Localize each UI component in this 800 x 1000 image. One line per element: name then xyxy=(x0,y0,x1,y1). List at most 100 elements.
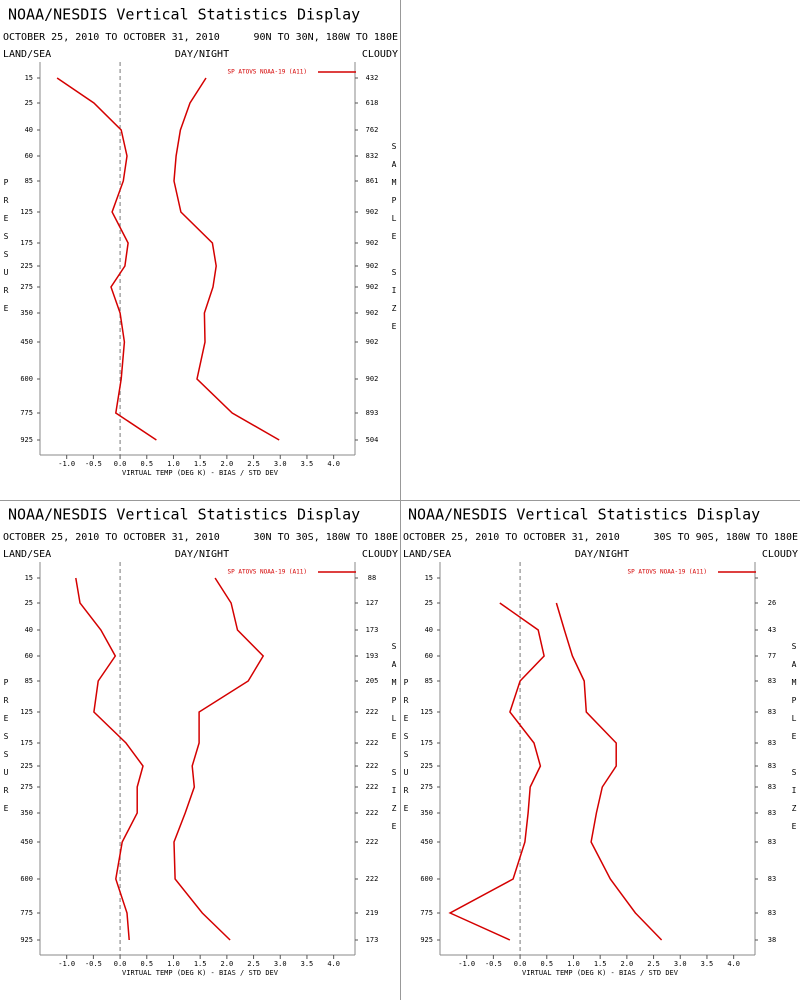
x-tick-label: 2.5 xyxy=(247,960,260,968)
y-tick-label: 25 xyxy=(25,99,33,107)
y-tick-label: 125 xyxy=(420,708,433,716)
y-tick-label: 775 xyxy=(420,909,433,917)
legend-label: SP ATOVS NOAA-19 (A11) xyxy=(628,569,707,576)
sample-size: 83 xyxy=(768,739,776,747)
sample-size: 193 xyxy=(366,652,379,660)
x-tick-label: 3.0 xyxy=(274,460,287,468)
y-tick-label: 85 xyxy=(25,677,33,685)
y-axis-label: PRESSURE xyxy=(402,678,411,822)
y-tick-label: 275 xyxy=(20,783,33,791)
y-tick-label: 175 xyxy=(20,239,33,247)
profile-line xyxy=(555,602,663,941)
y-tick-label: 15 xyxy=(425,574,433,582)
sample-size: 38 xyxy=(768,936,776,944)
y-tick-label: 175 xyxy=(20,739,33,747)
sample-size: 902 xyxy=(366,208,379,216)
y2-axis-label: SAMPLE SIZE xyxy=(390,642,399,840)
sample-size: 205 xyxy=(366,677,379,685)
y-tick-label: 60 xyxy=(25,652,33,660)
x-tick-label: -0.5 xyxy=(485,960,502,968)
sample-size: 902 xyxy=(366,338,379,346)
x-tick-label: 2.0 xyxy=(221,960,234,968)
x-tick-label: -1.0 xyxy=(458,960,475,968)
land-sea: LAND/SEA xyxy=(3,549,51,560)
date-range: OCTOBER 25, 2010 TO OCTOBER 31, 2010 xyxy=(3,532,220,543)
profile-line xyxy=(173,77,280,441)
x-tick-label: 0.5 xyxy=(540,960,553,968)
sample-size: 173 xyxy=(366,626,379,634)
sample-size: 902 xyxy=(366,375,379,383)
cloudy: CLOUDY xyxy=(762,549,798,560)
y-tick-label: 450 xyxy=(20,838,33,846)
profile-line xyxy=(173,577,265,941)
y-tick-label: 775 xyxy=(20,909,33,917)
x-tick-label: 4.0 xyxy=(327,460,340,468)
x-tick-label: 1.0 xyxy=(167,460,180,468)
sample-size: 893 xyxy=(366,409,379,417)
chart-title: NOAA/NESDIS Vertical Statistics Display xyxy=(8,6,360,24)
x-tick-label: 0.5 xyxy=(140,960,153,968)
sample-size: 83 xyxy=(768,909,776,917)
y-tick-label: 225 xyxy=(20,762,33,770)
sample-size: 222 xyxy=(366,739,379,747)
y-tick-label: 85 xyxy=(425,677,433,685)
sample-size: 222 xyxy=(366,809,379,817)
legend-label: SP ATOVS NOAA-19 (A11) xyxy=(228,569,307,576)
y-tick-label: 175 xyxy=(420,739,433,747)
x-tick-label: 1.0 xyxy=(567,960,580,968)
x-tick-label: 2.5 xyxy=(647,960,660,968)
sample-size: 222 xyxy=(366,783,379,791)
x-tick-label: 1.0 xyxy=(167,960,180,968)
y-tick-label: 40 xyxy=(25,126,33,134)
x-tick-label: 1.5 xyxy=(194,960,207,968)
y-tick-label: 350 xyxy=(20,809,33,817)
y-tick-label: 925 xyxy=(420,936,433,944)
sample-size: 861 xyxy=(366,177,379,185)
sample-size: 83 xyxy=(768,875,776,883)
x-tick-label: 4.0 xyxy=(727,960,740,968)
sample-size: 902 xyxy=(366,239,379,247)
sample-size: 83 xyxy=(768,677,776,685)
y-tick-label: 450 xyxy=(20,338,33,346)
region: 30S TO 90S, 180W TO 180E xyxy=(654,532,799,543)
panel: NOAA/NESDIS Vertical Statistics Display O… xyxy=(402,506,799,978)
y-tick-label: 85 xyxy=(25,177,33,185)
x-tick-label: 1.5 xyxy=(194,460,207,468)
sample-size: 88 xyxy=(368,574,376,582)
x-tick-label: 0.0 xyxy=(114,460,127,468)
day-night: DAY/NIGHT xyxy=(175,49,229,60)
x-tick-label: 1.5 xyxy=(594,960,607,968)
y-tick-label: 15 xyxy=(25,574,33,582)
x-tick-label: 3.5 xyxy=(701,960,714,968)
sample-size: 432 xyxy=(366,74,379,82)
sample-size: 83 xyxy=(768,783,776,791)
day-night: DAY/NIGHT xyxy=(175,549,229,560)
chart-title: NOAA/NESDIS Vertical Statistics Display xyxy=(8,506,360,524)
y-tick-label: 925 xyxy=(20,436,33,444)
sample-size: 83 xyxy=(768,838,776,846)
x-tick-label: 3.5 xyxy=(301,460,314,468)
x-tick-label: 3.0 xyxy=(674,960,687,968)
y-tick-label: 275 xyxy=(420,783,433,791)
x-axis-label: VIRTUAL TEMP (DEG K) - BIAS / STD DEV xyxy=(122,469,279,477)
x-tick-label: 2.0 xyxy=(221,460,234,468)
y-tick-label: 450 xyxy=(420,838,433,846)
x-tick-label: 2.5 xyxy=(247,460,260,468)
x-tick-label: -1.0 xyxy=(58,460,75,468)
sample-size: 222 xyxy=(366,838,379,846)
x-tick-label: 2.0 xyxy=(621,960,634,968)
y-tick-label: 40 xyxy=(425,626,433,634)
x-tick-label: 3.5 xyxy=(301,960,314,968)
sample-size: 902 xyxy=(366,309,379,317)
profile-line xyxy=(75,577,144,941)
sample-size: 618 xyxy=(366,99,379,107)
y-tick-label: 600 xyxy=(20,375,33,383)
sample-size: 83 xyxy=(768,762,776,770)
x-tick-label: -1.0 xyxy=(58,960,75,968)
sample-size: 832 xyxy=(366,152,379,160)
sample-size: 222 xyxy=(366,875,379,883)
x-tick-label: -0.5 xyxy=(85,460,102,468)
land-sea: LAND/SEA xyxy=(3,49,51,60)
y-tick-label: 600 xyxy=(20,875,33,883)
